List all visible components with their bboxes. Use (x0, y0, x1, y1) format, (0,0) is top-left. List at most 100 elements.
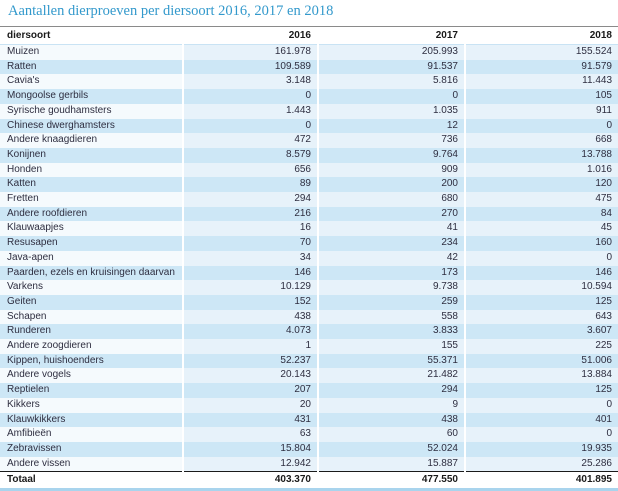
value-2016-cell: 0 (183, 89, 319, 104)
value-2017-cell: 155 (318, 339, 466, 354)
value-2017-cell: 259 (318, 294, 466, 310)
value-2018-cell: 401 (465, 412, 618, 428)
animal-tests-table: diersoort 2016 2017 2018 Muizen 161.978 … (0, 27, 618, 488)
species-cell: Reptielen (0, 383, 184, 398)
table-row: Geiten 152 259 125 (0, 294, 618, 310)
value-2016-cell: 438 (183, 309, 319, 325)
value-2018-cell: 668 (465, 133, 618, 148)
value-2016-cell: 1.443 (183, 103, 319, 119)
value-2016-cell: 431 (183, 412, 319, 428)
value-2017-cell: 60 (318, 427, 466, 442)
value-2016-cell: 216 (183, 206, 319, 222)
value-2018-cell: 643 (465, 309, 618, 325)
table-row: Varkens 10.129 9.738 10.594 (0, 280, 618, 295)
value-2016-cell: 161.978 (183, 44, 319, 60)
value-2016-cell: 16 (183, 221, 319, 237)
table-row: Cavia's 3.148 5.816 11.443 (0, 74, 618, 90)
table-row: Schapen 438 558 643 (0, 309, 618, 325)
value-2016-cell: 109.589 (183, 59, 319, 75)
value-2017-cell: 736 (318, 133, 466, 148)
value-2016-cell: 4.073 (183, 324, 319, 340)
species-cell: Geiten (0, 294, 184, 310)
total-2016: 403.370 (183, 471, 319, 488)
value-2018-cell: 84 (465, 206, 618, 222)
total-2017: 477.550 (318, 471, 466, 488)
value-2016-cell: 472 (183, 133, 319, 148)
value-2016-cell: 207 (183, 383, 319, 398)
value-2016-cell: 20.143 (183, 368, 319, 384)
species-cell: Andere knaagdieren (0, 133, 184, 148)
table-row: Ratten 109.589 91.537 91.579 (0, 59, 618, 75)
page-title: Aantallen dierproeven per diersoort 2016… (8, 3, 334, 19)
value-2017-cell: 41 (318, 221, 466, 237)
column-header-2018: 2018 (465, 27, 618, 45)
value-2018-cell: 0 (465, 397, 618, 413)
table-row: Andere vissen 12.942 15.887 25.286 (0, 456, 618, 472)
value-2018-cell: 475 (465, 192, 618, 207)
value-2016-cell: 1 (183, 339, 319, 354)
value-2018-cell: 13.884 (465, 368, 618, 384)
table-row: Muizen 161.978 205.993 155.524 (0, 44, 618, 60)
value-2016-cell: 0 (183, 118, 319, 134)
table-header-row: diersoort 2016 2017 2018 (0, 27, 618, 45)
value-2016-cell: 70 (183, 236, 319, 251)
table-row: Konijnen 8.579 9.764 13.788 (0, 147, 618, 163)
value-2017-cell: 0 (318, 89, 466, 104)
table-row: Klauwkikkers 431 438 401 (0, 412, 618, 428)
value-2017-cell: 42 (318, 250, 466, 266)
table-row: Mongoolse gerbils 0 0 105 (0, 89, 618, 104)
value-2016-cell: 89 (183, 177, 319, 193)
column-header-diersoort: diersoort (0, 27, 184, 45)
value-2016-cell: 152 (183, 294, 319, 310)
value-2018-cell: 51.006 (465, 353, 618, 369)
value-2016-cell: 34 (183, 250, 319, 266)
value-2018-cell: 120 (465, 177, 618, 193)
species-cell: Andere vogels (0, 368, 184, 384)
value-2018-cell: 91.579 (465, 59, 618, 75)
value-2018-cell: 0 (465, 118, 618, 134)
value-2018-cell: 45 (465, 221, 618, 237)
value-2017-cell: 21.482 (318, 368, 466, 384)
value-2017-cell: 294 (318, 383, 466, 398)
value-2017-cell: 15.887 (318, 456, 466, 472)
species-cell: Schapen (0, 309, 184, 325)
species-cell: Mongoolse gerbils (0, 89, 184, 104)
table-row: Andere knaagdieren 472 736 668 (0, 133, 618, 148)
total-label: Totaal (0, 471, 184, 488)
species-cell: Honden (0, 162, 184, 178)
species-cell: Fretten (0, 192, 184, 207)
value-2018-cell: 19.935 (465, 441, 618, 457)
table-row: Honden 656 909 1.016 (0, 162, 618, 178)
table-row: Andere zoogdieren 1 155 225 (0, 339, 618, 354)
table-row: Kippen, huishoenders 52.237 55.371 51.00… (0, 353, 618, 369)
species-cell: Klauwaapjes (0, 221, 184, 237)
value-2017-cell: 205.993 (318, 44, 466, 60)
table-row: Fretten 294 680 475 (0, 192, 618, 207)
value-2016-cell: 146 (183, 265, 319, 281)
table-row: Katten 89 200 120 (0, 177, 618, 193)
value-2017-cell: 9.738 (318, 280, 466, 295)
value-2016-cell: 15.804 (183, 441, 319, 457)
value-2017-cell: 558 (318, 309, 466, 325)
species-cell: Zebravissen (0, 441, 184, 457)
value-2018-cell: 0 (465, 427, 618, 442)
value-2018-cell: 225 (465, 339, 618, 354)
value-2018-cell: 11.443 (465, 74, 618, 90)
value-2017-cell: 1.035 (318, 103, 466, 119)
total-row: Totaal 403.370 477.550 401.895 (0, 471, 618, 488)
value-2017-cell: 5.816 (318, 74, 466, 90)
table-row: Kikkers 20 9 0 (0, 397, 618, 413)
table-container: diersoort 2016 2017 2018 Muizen 161.978 … (0, 26, 618, 491)
species-cell: Syrische goudhamsters (0, 103, 184, 119)
species-cell: Paarden, ezels en kruisingen daarvan (0, 265, 184, 281)
value-2018-cell: 146 (465, 265, 618, 281)
species-cell: Runderen (0, 324, 184, 340)
species-cell: Varkens (0, 280, 184, 295)
value-2018-cell: 10.594 (465, 280, 618, 295)
column-header-2016: 2016 (183, 27, 319, 45)
species-cell: Kikkers (0, 397, 184, 413)
table-row: Andere roofdieren 216 270 84 (0, 206, 618, 222)
table-row: Syrische goudhamsters 1.443 1.035 911 (0, 103, 618, 119)
value-2017-cell: 234 (318, 236, 466, 251)
table-row: Amfibieën 63 60 0 (0, 427, 618, 442)
